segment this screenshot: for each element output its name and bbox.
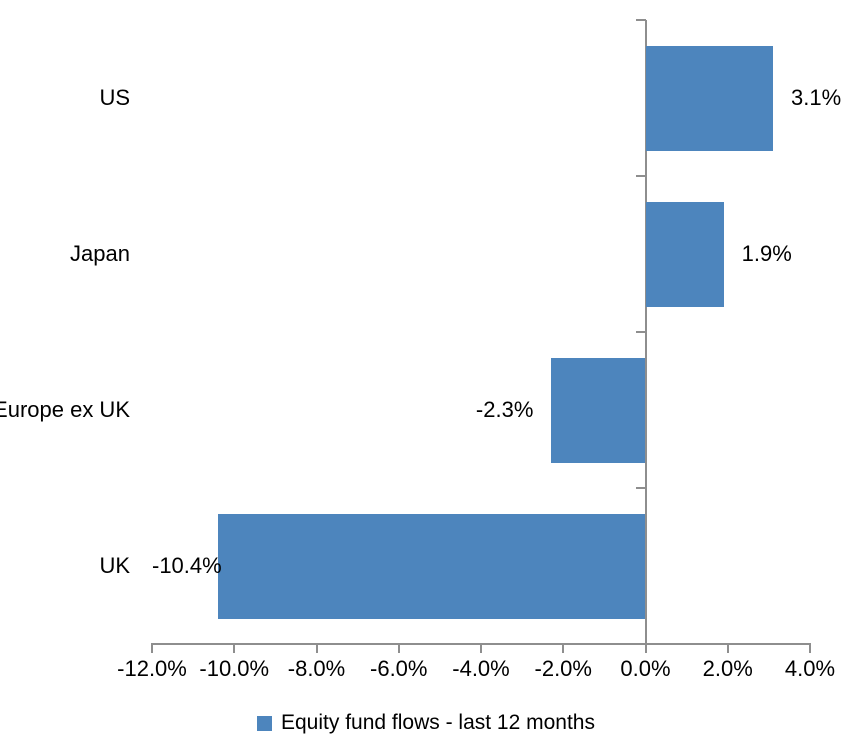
value-label: 3.1% (790, 85, 842, 110)
category-label: Japan (70, 241, 130, 266)
y-axis-tick (635, 487, 646, 489)
x-tick-label: -12.0% (117, 656, 187, 681)
x-axis-tick (151, 643, 153, 653)
value-label: -2.3% (475, 397, 534, 422)
bar (217, 513, 646, 619)
x-tick-label: 2.0% (702, 656, 753, 681)
bar (645, 201, 724, 307)
y-axis-tick (635, 331, 646, 333)
x-axis-tick (315, 643, 318, 653)
x-axis-tick (562, 643, 565, 653)
x-tick-label: 0.0% (620, 656, 671, 681)
x-axis-tick (233, 643, 236, 653)
x-tick-label: -4.0% (452, 656, 510, 681)
legend-label: Equity fund flows - last 12 months (281, 711, 595, 734)
bar (645, 45, 773, 151)
bar (550, 357, 646, 463)
legend-marker-icon (257, 715, 272, 731)
category-label: US (99, 85, 130, 110)
x-axis-tick (644, 643, 647, 653)
value-label: -10.4% (152, 553, 222, 578)
x-tick-label: -8.0% (287, 656, 346, 681)
legend: Equity fund flows - last 12 months (0, 708, 852, 738)
x-axis-tick (397, 643, 400, 653)
x-axis-tick (726, 643, 729, 653)
x-axis-tick (809, 643, 811, 653)
x-tick-label: -10.0% (199, 656, 270, 681)
y-axis-tick (635, 19, 646, 21)
x-tick-label: -6.0% (370, 656, 428, 681)
x-tick-label: 4.0% (784, 656, 836, 681)
y-axis-tick (635, 175, 646, 177)
x-tick-label: -2.0% (534, 656, 592, 681)
y-axis-line (644, 20, 647, 653)
x-axis-tick (480, 643, 482, 653)
category-label: Europe ex UK (0, 397, 130, 422)
value-label: 1.9% (741, 241, 792, 266)
category-label: UK (99, 553, 130, 578)
y-axis-tick (635, 643, 646, 645)
